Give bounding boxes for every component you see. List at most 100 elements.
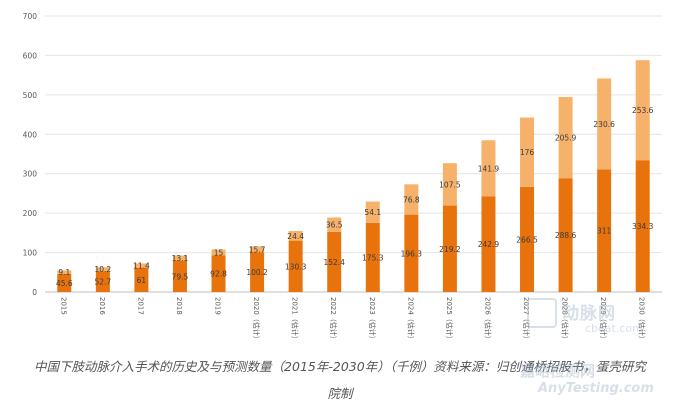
x-tick-label: 2018 [175, 297, 183, 315]
bar-segment-upper [211, 249, 226, 256]
bar-segment-lower [250, 252, 265, 292]
x-tick-label: 2026（估计） [483, 297, 492, 343]
data-label-upper: 9.1 [58, 268, 70, 277]
data-label-upper: 36.5 [326, 221, 343, 230]
data-labels: 45.6 9.1 52.7 10.2 61 11.4 79.5 13.1 92.8 15 100.2… [56, 106, 654, 288]
y-tick-label: 400 [23, 130, 38, 139]
bar-segment-lower [327, 231, 342, 292]
bar-segment-lower [481, 196, 496, 292]
data-label-lower: 334.3 [632, 222, 654, 231]
x-axis-ticks: 2015 2016 2017 2018 2019 2020（估计） 2021（估计） 2022… [59, 297, 646, 343]
data-label-upper: 141.9 [478, 164, 500, 173]
data-label-upper: 24.4 [287, 232, 304, 241]
y-tick-label: 500 [23, 91, 38, 100]
watermark-logo-text: 动脉网 [562, 304, 616, 324]
bar-segment-lower [404, 214, 419, 292]
bar-segment-upper [365, 201, 380, 223]
watermark-stamp-text: 嘉峪检测网 [520, 362, 596, 380]
bar-segment-lower [635, 160, 650, 292]
data-label-lower: 311 [597, 227, 612, 236]
x-tick-label: 2025（估计） [445, 297, 454, 343]
data-label-upper: 253.6 [632, 106, 654, 115]
data-label-lower: 45.6 [56, 279, 73, 288]
figure-caption-line-1: 中国下肢动脉介入手术的历史及与预测数量（2015年-2030年）（千例）资料来源… [34, 359, 646, 374]
bar-segment-upper [481, 140, 496, 197]
x-tick-label: 2023（估计） [368, 297, 377, 343]
data-label-lower: 61 [137, 276, 147, 285]
bar-segment-upper [172, 255, 187, 261]
x-tick-label: 2017 [136, 297, 144, 315]
bar-segment-upper [520, 117, 535, 187]
bar-segment-upper [558, 97, 573, 179]
data-label-upper: 76.8 [403, 195, 420, 204]
data-label-lower: 266.5 [516, 235, 538, 244]
data-label-lower: 52.7 [94, 278, 111, 287]
data-label-lower: 79.5 [172, 272, 189, 281]
y-tick-label: 600 [23, 51, 38, 60]
y-tick-label: 200 [23, 209, 38, 218]
data-label-lower: 288.6 [555, 231, 577, 240]
gridlines [45, 15, 662, 293]
data-label-lower: 100.2 [246, 268, 268, 277]
data-label-lower: 219.2 [439, 245, 461, 254]
y-tick-label: 100 [23, 249, 38, 258]
watermark-logo-icon [527, 298, 557, 328]
bar-segment-lower [288, 240, 303, 292]
y-tick-label: 300 [23, 170, 38, 179]
bar-segment-upper [404, 184, 419, 215]
x-tick-label: 2015 [59, 297, 67, 315]
x-tick-label: 2027（估计） [522, 297, 531, 343]
bar-segment-upper [597, 78, 612, 170]
watermark-logo-subtext: cbeat.com [585, 322, 643, 335]
data-label-upper: 230.6 [593, 120, 615, 129]
x-tick-label: 2016 [98, 297, 106, 315]
x-tick-label: 2029（估计） [599, 297, 608, 343]
bar-segment-lower [57, 274, 72, 292]
x-tick-label: 2022（估计） [329, 297, 338, 343]
bar-segment-upper [327, 217, 342, 232]
bar-segment-upper [95, 267, 110, 272]
data-label-upper: 15.7 [249, 245, 266, 254]
data-label-lower: 175.3 [362, 253, 384, 262]
data-label-upper: 10.2 [94, 265, 111, 274]
stacked-bar-chart: 0 100 200 300 400 500 600 700 45.6 9.1 52.7 10.2 61… [23, 12, 662, 343]
bar-segment-upper [635, 60, 650, 161]
figure-caption-line-2: 院制 [327, 386, 353, 401]
data-label-lower: 242.9 [478, 240, 500, 249]
data-label-upper: 13.1 [172, 254, 189, 263]
data-label-lower: 152.4 [323, 258, 345, 267]
data-label-upper: 176 [520, 148, 535, 157]
data-label-upper: 11.4 [133, 262, 150, 271]
bar-segment-upper [288, 231, 303, 241]
bar-segment-lower [597, 169, 612, 292]
bar-segment-upper [250, 246, 265, 253]
x-tick-label: 2024（估计） [406, 297, 415, 343]
bar-segment-lower [172, 260, 187, 292]
data-label-lower: 130.3 [285, 262, 307, 271]
bars [57, 60, 650, 292]
data-label-upper: 15 [214, 248, 224, 257]
data-label-lower: 196.3 [401, 249, 423, 258]
x-tick-label: 2020（估计） [252, 297, 261, 343]
data-label-lower: 92.8 [210, 270, 227, 279]
bar-segment-upper [134, 263, 149, 268]
x-tick-label: 2021（估计） [291, 297, 300, 343]
bar-segment-lower [95, 271, 110, 292]
bar-segment-lower [365, 222, 380, 292]
bar-segment-lower [520, 186, 535, 292]
y-tick-label: 0 [32, 288, 37, 297]
data-label-upper: 205.9 [555, 134, 577, 143]
bar-segment-lower [211, 255, 226, 292]
bar-segment-upper [442, 163, 457, 206]
x-tick-label: 2019 [214, 297, 222, 315]
bar-segment-lower [442, 205, 457, 292]
bar-segment-upper [57, 270, 72, 275]
x-tick-label: 2028（估计） [561, 297, 570, 343]
y-axis-ticks: 0 100 200 300 400 500 600 700 [23, 12, 38, 297]
data-label-upper: 54.1 [364, 208, 381, 217]
x-tick-label: 2030（估计） [638, 297, 647, 343]
y-tick-label: 700 [23, 12, 38, 21]
watermark-stamp-subtext: AnyTesting.com [538, 381, 654, 396]
data-label-upper: 107.5 [439, 180, 461, 189]
bar-segment-lower [134, 267, 149, 292]
